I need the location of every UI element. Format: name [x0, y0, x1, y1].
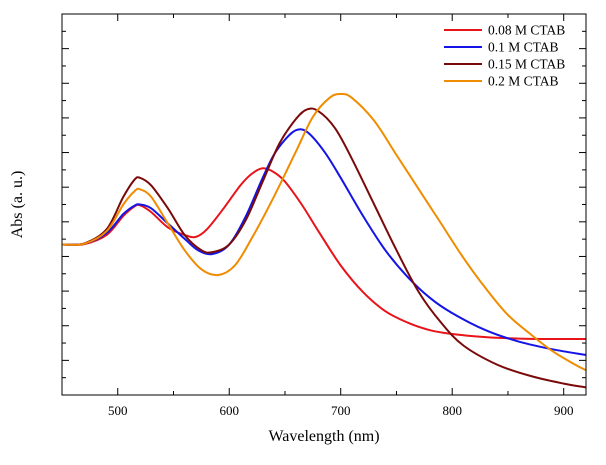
- x-axis-title: Wavelength (nm): [268, 428, 379, 445]
- series-line-2: [61, 128, 587, 356]
- x-tick-label: 800: [442, 403, 462, 418]
- series-lines: [61, 92, 587, 389]
- y-axis-title: Abs (a. u.): [9, 171, 26, 239]
- plot-frame: [61, 13, 587, 396]
- x-tick-label: 500: [108, 403, 128, 418]
- x-axis-ticks: 500 600 700 800 900: [61, 14, 574, 418]
- series-line-4: [61, 92, 587, 372]
- legend-label: 0.08 M CTAB: [488, 23, 565, 38]
- x-tick-label: 900: [554, 403, 574, 418]
- legend-label: 0.15 M CTAB: [488, 57, 565, 72]
- legend-label: 0.2 M CTAB: [488, 74, 559, 89]
- x-tick-label: 600: [219, 403, 239, 418]
- series-line-3: [61, 107, 587, 389]
- legend-label: 0.1 M CTAB: [488, 40, 559, 55]
- legend: 0.08 M CTAB 0.1 M CTAB 0.15 M CTAB 0.2 M CT…: [444, 23, 565, 89]
- x-tick-label: 700: [331, 403, 351, 418]
